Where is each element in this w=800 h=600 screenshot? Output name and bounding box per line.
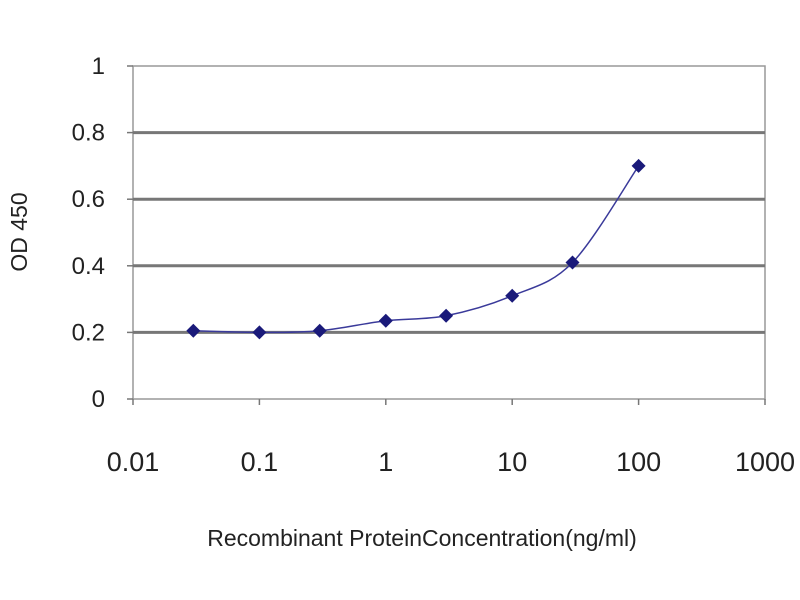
- x-tick-label: 0.1: [241, 447, 279, 477]
- x-tick-label: 0.01: [107, 447, 160, 477]
- y-tick-label: 1: [92, 53, 105, 80]
- data-point: [439, 308, 454, 323]
- data-point: [252, 325, 267, 340]
- x-tick-label: 1: [378, 447, 393, 477]
- data-point: [565, 255, 580, 270]
- x-tick-label: 100: [616, 447, 661, 477]
- x-tick-label: 1000: [735, 447, 795, 477]
- plot-area: [132, 65, 766, 400]
- y-axis-label: OD 450: [6, 192, 32, 271]
- x-tick-label: 10: [497, 447, 527, 477]
- y-tick-label: 0.2: [72, 319, 105, 346]
- y-tick-label: 0: [92, 386, 105, 413]
- y-tick-label: 0.6: [72, 186, 105, 213]
- x-axis-label: Recombinant ProteinConcentration(ng/ml): [207, 525, 637, 551]
- y-tick-label: 0.4: [72, 253, 105, 280]
- y-tick-label: 0.8: [72, 120, 105, 147]
- data-point: [186, 323, 201, 338]
- data-point: [505, 288, 520, 303]
- data-point: [312, 323, 327, 338]
- data-point: [631, 158, 646, 173]
- data-point: [378, 313, 393, 328]
